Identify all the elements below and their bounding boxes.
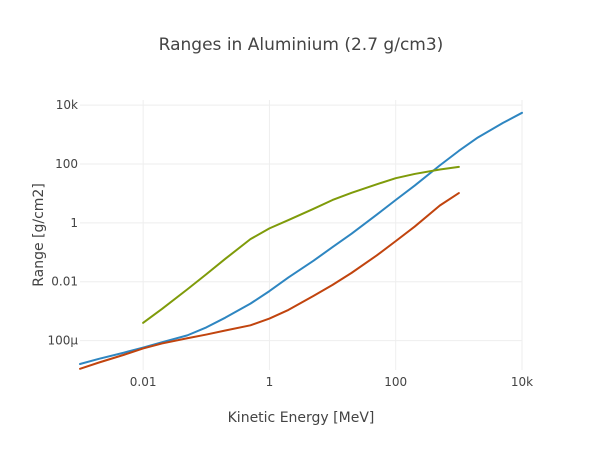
series-line-2 <box>79 192 460 370</box>
x-tick-label: 100 <box>384 375 407 389</box>
chart-title: Ranges in Aluminium (2.7 g/cm3) <box>159 35 444 55</box>
y-tick-label: 10k <box>56 98 78 112</box>
series-line-1 <box>79 111 523 365</box>
y-axis-title: Range [g/cm2] <box>31 183 47 287</box>
x-axis-ticks: 0.01 1 100 10k <box>130 375 533 389</box>
y-tick-label: 100μ <box>47 334 78 348</box>
x-tick-label: 10k <box>511 375 533 389</box>
x-axis-title: Kinetic Energy [MeV] <box>228 410 375 426</box>
series-line-3 <box>142 165 460 324</box>
y-tick-label: 100 <box>55 157 78 171</box>
series-layer <box>79 111 523 370</box>
grid-layer <box>80 100 523 370</box>
y-axis-ticks: 100μ 0.01 1 100 10k <box>47 98 78 347</box>
x-tick-label: 1 <box>266 375 274 389</box>
y-tick-label: 1 <box>70 216 78 230</box>
y-tick-label: 0.01 <box>51 275 78 289</box>
x-tick-label: 0.01 <box>130 375 157 389</box>
